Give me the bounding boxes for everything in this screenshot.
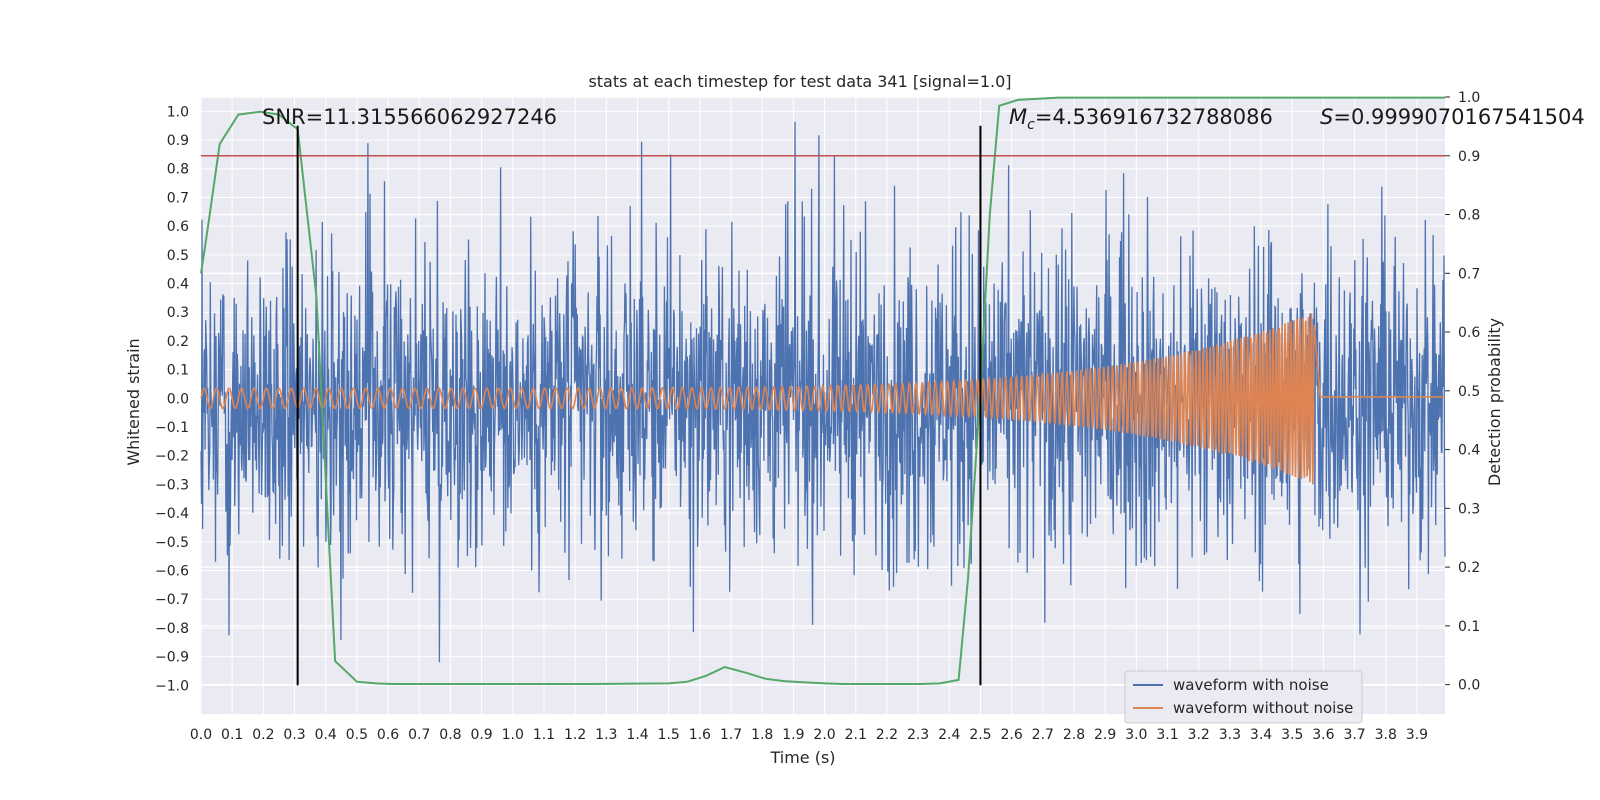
y-tick-label: 1.0 — [167, 104, 189, 120]
x-tick-label: 3.2 — [1188, 727, 1210, 743]
y2-tick-label: 1.0 — [1458, 90, 1480, 106]
x-tick-label: 0.2 — [252, 727, 274, 743]
chirp-mass-annotation: Mc=4.536916732788086 — [1009, 105, 1273, 133]
y2-tick-label: 0.9 — [1458, 149, 1480, 165]
y-tick-label: −1.0 — [155, 678, 189, 694]
y-tick-label: 0.5 — [167, 248, 189, 264]
y2-tick-label: 0.0 — [1458, 678, 1480, 694]
x-tick-label: 2.2 — [876, 727, 898, 743]
y-tick-labels: 1.0 0.9 0.8 0.7 0.6 0.5 0.4 0.3 0.2 0.1 0.0 −0.1 −0.… — [155, 104, 189, 694]
x-tick-label: 0.4 — [315, 727, 337, 743]
legend-label-noisy: waveform with noise — [1173, 676, 1329, 694]
s-annotation: S=0.9999070167541504 — [1320, 105, 1585, 129]
legend-box — [1124, 670, 1363, 724]
chirp-mass-value: =4.536916732788086 — [1035, 105, 1273, 129]
x-tick-label: 2.0 — [813, 727, 835, 743]
x-tick-label: 2.8 — [1063, 727, 1085, 743]
chirp-mass-symbol: M — [1009, 105, 1027, 129]
y-tick-label: 0.9 — [167, 133, 189, 149]
snr-annotation: SNR=11.315566062927246 — [262, 105, 557, 129]
y2-tick-label: 0.7 — [1458, 266, 1480, 282]
y-tick-label: 0.3 — [167, 305, 189, 321]
x-tick-label: 1.1 — [533, 727, 555, 743]
x-axis-label: Time (s) — [769, 748, 835, 767]
y2-tick-label: 0.8 — [1458, 208, 1480, 224]
series-layer — [200, 96, 1446, 685]
x-tick-label: 3.1 — [1156, 727, 1178, 743]
x-tick-labels: 0.0 0.1 0.2 0.3 0.4 0.5 0.6 0.7 0.8 0.9 1.0 1.1 1.2 1… — [190, 727, 1428, 743]
y-tick-label: −0.3 — [155, 477, 189, 493]
y2-tick-label: 0.6 — [1458, 325, 1480, 341]
x-tick-label: 0.1 — [221, 727, 243, 743]
x-tick-label: 0.9 — [470, 727, 492, 743]
x-tick-label: 1.0 — [502, 727, 524, 743]
x-tick-label: 2.6 — [1000, 727, 1022, 743]
x-tick-label: 1.8 — [751, 727, 773, 743]
y2-axis-label: Detection probability — [1485, 318, 1504, 486]
legend: waveform with noise waveform without noi… — [1124, 670, 1363, 724]
x-tick-label: 3.8 — [1375, 727, 1397, 743]
x-tick-label: 1.9 — [782, 727, 804, 743]
x-tick-label: 0.6 — [377, 727, 399, 743]
x-tick-label: 3.9 — [1406, 727, 1428, 743]
x-tick-label: 1.4 — [626, 727, 648, 743]
overlay — [201, 125, 1445, 686]
y2-tick-label: 0.3 — [1458, 501, 1480, 517]
y-tick-label: 0.2 — [167, 334, 189, 350]
y-tick-label: −0.6 — [155, 564, 189, 580]
y2-tick-labels: 1.0 0.9 0.8 0.7 0.6 0.5 0.4 0.3 0.2 0.1 0.0 — [1445, 90, 1480, 694]
x-tick-label: 3.0 — [1125, 727, 1147, 743]
x-tick-label: 3.6 — [1312, 727, 1334, 743]
y-tick-label: −0.4 — [155, 506, 189, 522]
x-tick-label: 2.1 — [845, 727, 867, 743]
s-symbol: S — [1320, 105, 1333, 129]
x-tick-label: 1.7 — [720, 727, 742, 743]
x-tick-label: 3.7 — [1343, 727, 1365, 743]
s-value: =0.9999070167541504 — [1333, 105, 1584, 129]
x-tick-label: 2.4 — [938, 727, 960, 743]
y-tick-label: −0.1 — [155, 420, 189, 436]
chart-title: stats at each timestep for test data 341… — [588, 72, 1011, 91]
y-tick-label: −0.5 — [155, 535, 189, 551]
x-tick-label: 0.8 — [439, 727, 461, 743]
y-tick-label: 0.7 — [167, 190, 189, 206]
x-tick-label: 0.0 — [190, 727, 212, 743]
x-tick-label: 2.3 — [907, 727, 929, 743]
y-tick-label: −0.7 — [155, 592, 189, 608]
y-tick-label: 0.4 — [167, 277, 189, 293]
x-tick-label: 0.5 — [346, 727, 368, 743]
y2-tick-label: 0.1 — [1458, 619, 1480, 635]
y-axis-label: Whitened strain — [124, 338, 143, 465]
y-tick-label: −0.9 — [155, 650, 189, 666]
x-tick-label: 1.3 — [595, 727, 617, 743]
series-waveform-without-noise — [200, 313, 1445, 484]
y2-tick-label: 0.5 — [1458, 384, 1480, 400]
x-tick-label: 3.5 — [1281, 727, 1303, 743]
y-tick-label: 0.6 — [167, 219, 189, 235]
x-tick-label: 1.6 — [689, 727, 711, 743]
y-tick-label: −0.8 — [155, 621, 189, 637]
x-tick-label: 0.7 — [408, 727, 430, 743]
y-tick-label: 0.0 — [167, 391, 189, 407]
y-tick-label: −0.2 — [155, 449, 189, 465]
x-tick-label: 3.4 — [1250, 727, 1272, 743]
y2-tick-label: 0.4 — [1458, 443, 1480, 459]
y2-tick-label: 0.2 — [1458, 560, 1480, 576]
x-tick-label: 0.3 — [283, 727, 305, 743]
x-tick-label: 3.3 — [1219, 727, 1241, 743]
x-tick-label: 2.9 — [1094, 727, 1116, 743]
chirp-mass-subscript: c — [1027, 117, 1035, 133]
y-tick-label: 0.1 — [167, 363, 189, 379]
x-tick-label: 2.7 — [1032, 727, 1054, 743]
y-tick-label: 0.8 — [167, 162, 189, 178]
legend-label-clean: waveform without noise — [1173, 699, 1353, 717]
x-tick-label: 1.5 — [658, 727, 680, 743]
x-tick-label: 2.5 — [969, 727, 991, 743]
x-tick-label: 1.2 — [564, 727, 586, 743]
series-detection-probability — [200, 96, 1445, 685]
